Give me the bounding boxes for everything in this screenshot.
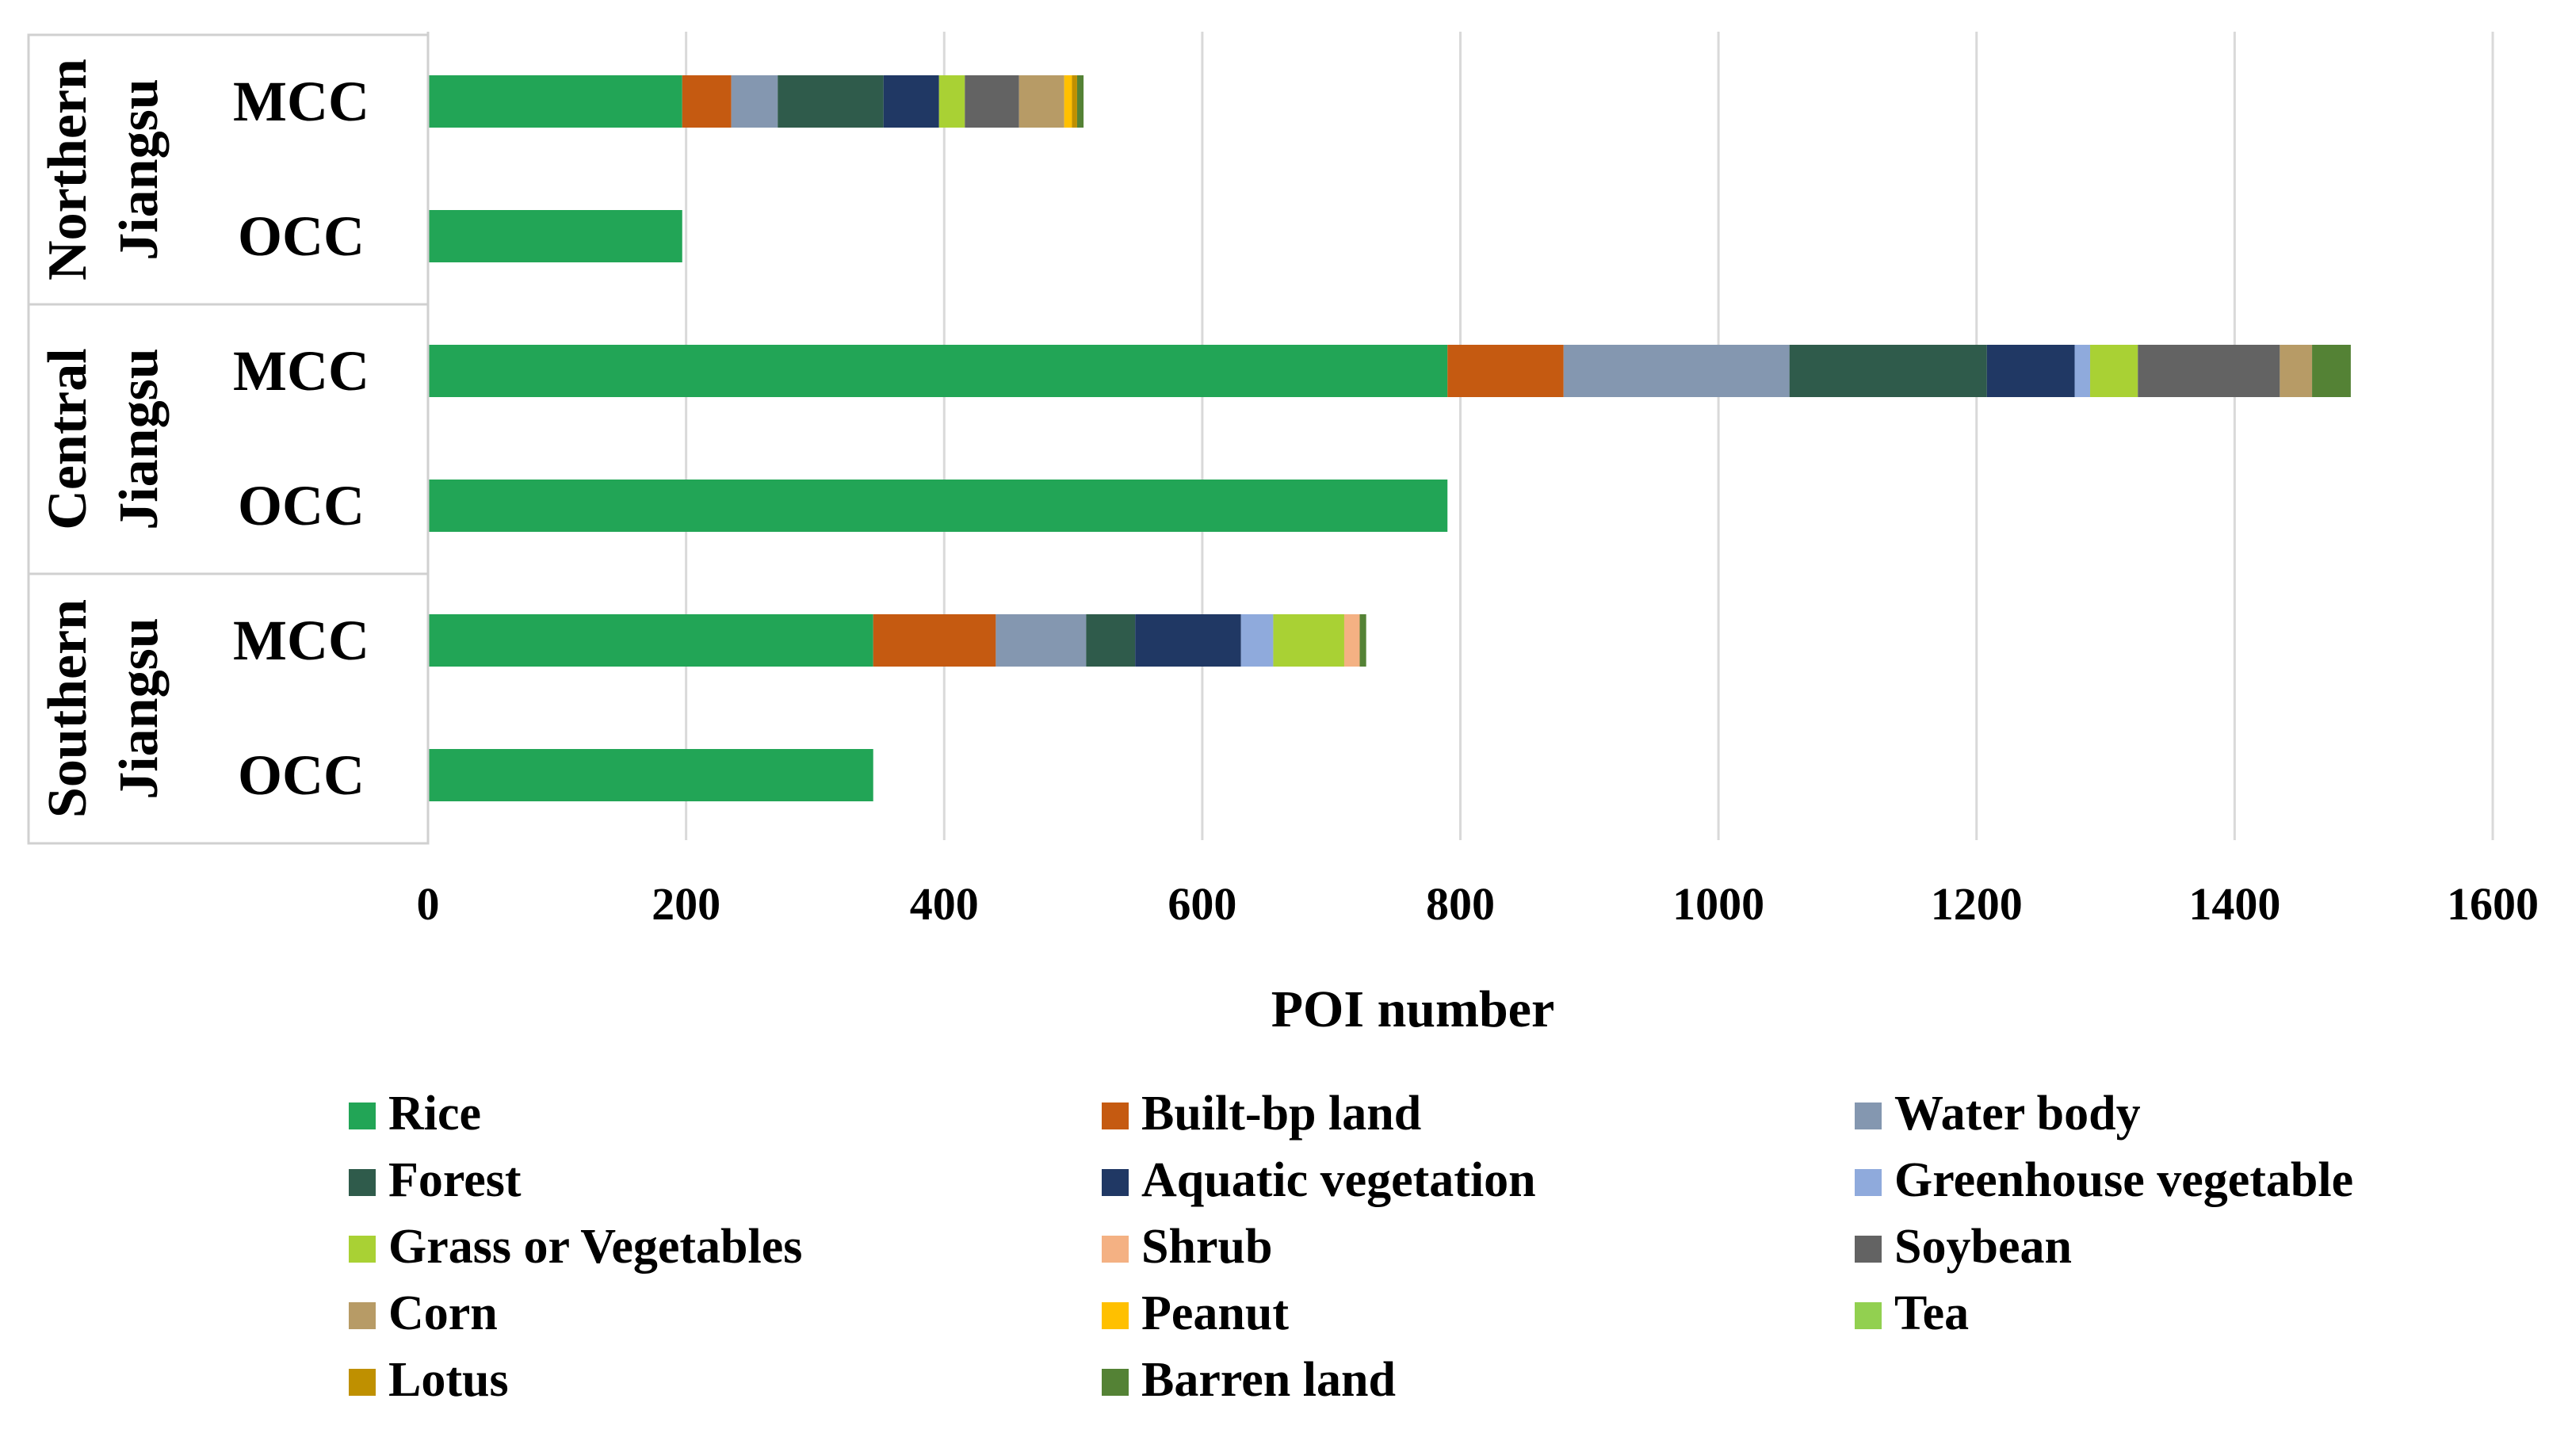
bar-segment-grass-or-vegetables xyxy=(938,75,965,128)
x-tick-label: 1200 xyxy=(1931,878,2023,930)
legend-swatch xyxy=(349,1236,376,1263)
bar-segment-water-body xyxy=(996,614,1087,667)
legend-label: Tea xyxy=(1894,1286,1969,1340)
bar-segment-water-body xyxy=(1563,345,1790,397)
x-tick-label: 0 xyxy=(417,878,440,930)
legend-label: Grass or Vegetables xyxy=(388,1220,802,1274)
legend-swatch xyxy=(1855,1103,1882,1129)
legend-label: Aquatic vegetation xyxy=(1141,1153,1536,1207)
x-tick-label: 1000 xyxy=(1672,878,1764,930)
bar-category-label: OCC xyxy=(238,474,365,537)
bar-category-label: MCC xyxy=(233,70,369,133)
bar-segment-barren-land xyxy=(1359,614,1366,667)
bar-segment-lotus xyxy=(1072,75,1077,128)
bar-segment-barren-land xyxy=(1076,75,1084,128)
bar-category-label: OCC xyxy=(238,743,365,807)
legend-swatch xyxy=(349,1103,376,1129)
legend-label: Corn xyxy=(388,1286,498,1340)
x-tick-label: 200 xyxy=(652,878,720,930)
bar-segment-corn xyxy=(1018,75,1064,128)
x-tick-label: 800 xyxy=(1426,878,1495,930)
bar-segment-built-bp-land xyxy=(1447,345,1564,397)
bar-segment-rice xyxy=(428,75,682,128)
legend-label: Barren land xyxy=(1141,1353,1396,1407)
bar-segment-rice xyxy=(428,480,1448,532)
legend-swatch xyxy=(1102,1302,1129,1329)
bar-category-label: MCC xyxy=(233,339,369,403)
legend-swatch xyxy=(349,1302,376,1329)
bar-segment-rice xyxy=(428,345,1448,397)
legend-swatch xyxy=(1102,1369,1129,1396)
region-label-line2: Jiangsu xyxy=(109,617,170,800)
bar-segment-barren-land xyxy=(2312,345,2351,397)
bar-category-label: OCC xyxy=(238,204,365,268)
bar-segment-soybean xyxy=(965,75,1019,128)
bar-segment-rice xyxy=(428,749,873,801)
bar-segment-built-bp-land xyxy=(873,614,996,667)
legend-label: Greenhouse vegetable xyxy=(1894,1153,2353,1207)
x-tick-label: 1400 xyxy=(2188,878,2280,930)
legend-swatch xyxy=(1855,1236,1882,1263)
legend-swatch xyxy=(1102,1236,1129,1263)
x-axis-title: POI number xyxy=(1271,980,1555,1038)
legend-label: Lotus xyxy=(388,1353,509,1407)
bar-segment-forest xyxy=(1789,345,1987,397)
bar-segment-peanut xyxy=(1064,75,1072,128)
legend-label: Rice xyxy=(388,1087,481,1141)
legend-swatch xyxy=(349,1169,376,1196)
region-label-line1: Northern xyxy=(37,59,98,281)
legend-swatch xyxy=(1102,1103,1129,1129)
legend-label: Built-bp land xyxy=(1141,1087,1421,1141)
legend-swatch xyxy=(1102,1169,1129,1196)
bar-segment-rice xyxy=(428,210,682,262)
bar-segment-aquatic-vegetation xyxy=(1986,345,2075,397)
legend-swatch xyxy=(1855,1169,1882,1196)
bar-segment-aquatic-vegetation xyxy=(1135,614,1241,667)
bar-segment-water-body xyxy=(731,75,778,128)
bar-segment-shrub xyxy=(1343,614,1360,667)
bar-segment-grass-or-vegetables xyxy=(2090,345,2138,397)
bar-segment-greenhouse-vegetable xyxy=(1240,614,1274,667)
legend-label: Peanut xyxy=(1141,1286,1289,1340)
legend-label: Water body xyxy=(1894,1087,2141,1141)
legend-swatch xyxy=(349,1369,376,1396)
x-tick-label: 400 xyxy=(910,878,979,930)
bar-segment-soybean xyxy=(2138,345,2280,397)
region-label-line2: Jiangsu xyxy=(109,78,170,261)
bar-segment-aquatic-vegetation xyxy=(883,75,939,128)
legend-label: Soybean xyxy=(1894,1220,2072,1274)
bar-segment-rice xyxy=(428,614,873,667)
region-label-line1: Central xyxy=(37,348,98,529)
legend-label: Shrub xyxy=(1141,1220,1272,1274)
legend-label: Forest xyxy=(388,1153,522,1207)
bar-segment-forest xyxy=(1086,614,1136,667)
bar-category-label: MCC xyxy=(233,609,369,672)
region-label-line1: Southern xyxy=(37,599,98,818)
x-tick-label: 1600 xyxy=(2447,878,2539,930)
region-label-line2: Jiangsu xyxy=(109,348,170,530)
bar-segment-greenhouse-vegetable xyxy=(2074,345,2091,397)
bar-segment-grass-or-vegetables xyxy=(1273,614,1344,667)
bar-segment-forest xyxy=(778,75,884,128)
x-tick-label: 600 xyxy=(1168,878,1236,930)
bar-segment-built-bp-land xyxy=(682,75,732,128)
legend-swatch xyxy=(1855,1302,1882,1329)
bar-segment-corn xyxy=(2280,345,2313,397)
